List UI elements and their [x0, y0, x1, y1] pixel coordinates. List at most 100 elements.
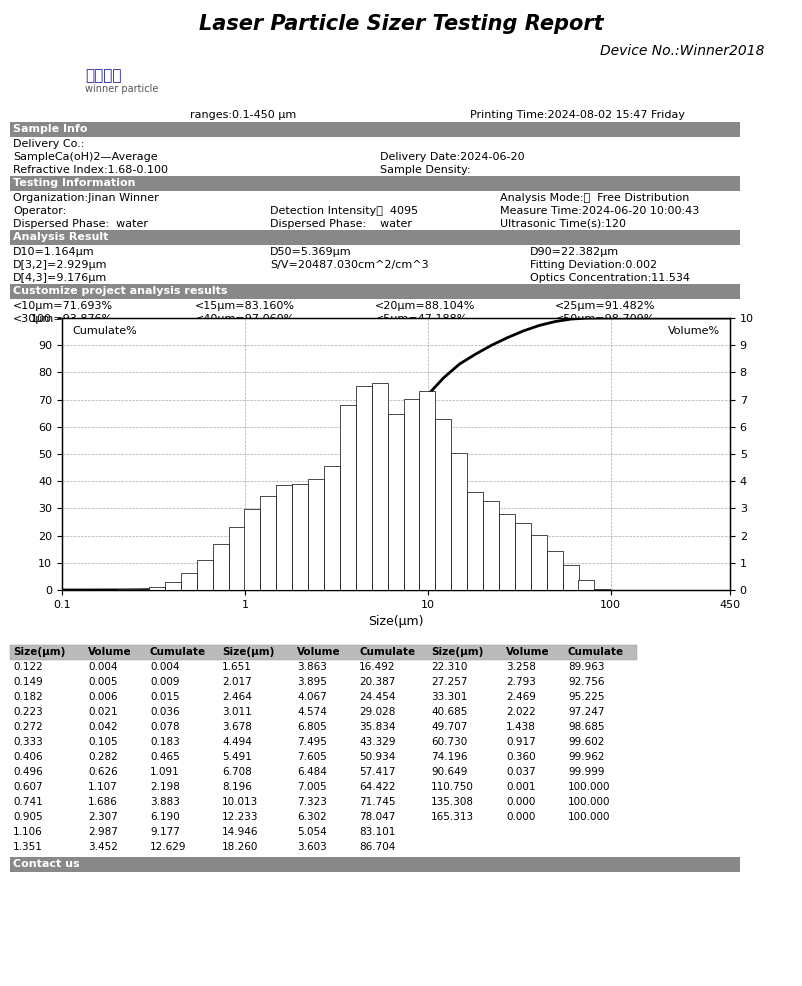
Text: 0.036: 0.036	[150, 707, 180, 717]
Text: 0.406: 0.406	[13, 752, 43, 762]
Text: 4.574: 4.574	[297, 707, 327, 717]
Text: 98.685: 98.685	[568, 722, 605, 732]
Text: Organization:Jinan Winner: Organization:Jinan Winner	[13, 193, 159, 203]
Text: 0.333: 0.333	[13, 737, 43, 747]
Text: 100.000: 100.000	[568, 782, 610, 792]
Text: <50μm=98.709%: <50μm=98.709%	[555, 314, 655, 324]
Bar	[371, 384, 387, 590]
Text: 10.013: 10.013	[222, 797, 258, 807]
Text: Size(μm): Size(μm)	[431, 647, 484, 657]
Text: 0.037: 0.037	[506, 767, 536, 777]
Text: 7.323: 7.323	[297, 797, 327, 807]
Text: 40.685: 40.685	[431, 707, 468, 717]
Text: 2.022: 2.022	[506, 707, 536, 717]
Text: Delivery Co.:: Delivery Co.:	[13, 139, 84, 149]
Text: 12.233: 12.233	[222, 812, 258, 822]
Text: 71.745: 71.745	[359, 797, 395, 807]
Text: 5.491: 5.491	[222, 752, 252, 762]
Bar	[149, 587, 165, 590]
Text: 3.452: 3.452	[88, 842, 118, 852]
Text: S/V=20487.030cm^2/cm^3: S/V=20487.030cm^2/cm^3	[270, 260, 428, 270]
Bar	[356, 387, 372, 590]
Bar	[10, 176, 740, 191]
Text: 12.629: 12.629	[150, 842, 187, 852]
Text: Detection Intensity：  4095: Detection Intensity： 4095	[270, 206, 418, 216]
Bar	[531, 535, 547, 590]
Bar	[483, 502, 499, 590]
Text: 110.750: 110.750	[431, 782, 474, 792]
Text: 0.360: 0.360	[506, 752, 536, 762]
Bar	[452, 453, 468, 590]
Text: 99.999: 99.999	[568, 767, 605, 777]
Text: 0.005: 0.005	[88, 677, 118, 687]
Text: 6.484: 6.484	[297, 767, 327, 777]
Text: 2.017: 2.017	[222, 677, 252, 687]
Text: 99.962: 99.962	[568, 752, 605, 762]
Text: 99.602: 99.602	[568, 737, 605, 747]
Text: Cumulate: Cumulate	[150, 647, 206, 657]
Text: Fitting Deviation:0.002: Fitting Deviation:0.002	[530, 260, 657, 270]
Text: 2.464: 2.464	[222, 692, 252, 702]
Text: Testing Information: Testing Information	[13, 178, 136, 188]
Text: 22.310: 22.310	[431, 662, 468, 672]
Bar	[594, 589, 610, 590]
Text: 86.704: 86.704	[359, 842, 395, 852]
Bar	[10, 122, 740, 137]
Text: D10=1.164μm: D10=1.164μm	[13, 247, 95, 257]
Text: 0.149: 0.149	[13, 677, 43, 687]
Text: 0.009: 0.009	[150, 677, 180, 687]
Text: 2.793: 2.793	[506, 677, 536, 687]
Text: 83.101: 83.101	[359, 827, 395, 837]
Text: 0.004: 0.004	[150, 662, 180, 672]
X-axis label: Size(μm): Size(μm)	[368, 615, 423, 628]
Text: 7.605: 7.605	[297, 752, 326, 762]
Text: Printing Time:2024-08-02 15:47 Friday: Printing Time:2024-08-02 15:47 Friday	[470, 110, 685, 120]
Text: winner particle: winner particle	[85, 84, 158, 94]
Text: <10μm=71.693%: <10μm=71.693%	[13, 301, 113, 311]
Text: 3.678: 3.678	[222, 722, 252, 732]
Text: Customize project analysis results: Customize project analysis results	[13, 286, 228, 296]
Text: 0.015: 0.015	[150, 692, 180, 702]
Text: Dispersed Phase:    water: Dispersed Phase: water	[270, 219, 412, 229]
Text: Volume: Volume	[297, 647, 341, 657]
Text: 0.741: 0.741	[13, 797, 43, 807]
Bar	[387, 414, 403, 590]
Text: Size(μm): Size(μm)	[13, 647, 66, 657]
Text: 20.387: 20.387	[359, 677, 395, 687]
Text: 0.626: 0.626	[88, 767, 118, 777]
Bar	[196, 560, 213, 590]
Text: <15μm=83.160%: <15μm=83.160%	[195, 301, 295, 311]
Text: D50=5.369μm: D50=5.369μm	[270, 247, 351, 257]
Bar	[10, 284, 740, 299]
Text: 16.492: 16.492	[359, 662, 395, 672]
Text: 57.417: 57.417	[359, 767, 395, 777]
Text: Analysis Mode:：  Free Distribution: Analysis Mode:： Free Distribution	[500, 193, 690, 203]
Bar	[180, 573, 196, 590]
Bar	[261, 496, 277, 590]
Text: 1.351: 1.351	[13, 842, 43, 852]
Bar	[276, 485, 292, 590]
Text: D90=22.382μm: D90=22.382μm	[530, 247, 619, 257]
Text: Measure Time:2024-06-20 10:00:43: Measure Time:2024-06-20 10:00:43	[500, 206, 699, 216]
Bar	[467, 492, 483, 590]
Text: Analysis Result: Analysis Result	[13, 232, 108, 242]
Text: 4.494: 4.494	[222, 737, 252, 747]
Text: 0.905: 0.905	[13, 812, 43, 822]
Bar	[213, 544, 229, 590]
Bar	[515, 523, 531, 590]
Text: 100.000: 100.000	[568, 812, 610, 822]
Bar	[165, 583, 180, 590]
Text: 78.047: 78.047	[359, 812, 395, 822]
Text: Device No.:Winner2018: Device No.:Winner2018	[600, 44, 764, 58]
Text: 4.067: 4.067	[297, 692, 326, 702]
Text: 9.177: 9.177	[150, 827, 180, 837]
Text: D[3,2]=2.929μm: D[3,2]=2.929μm	[13, 260, 107, 270]
Text: 2.307: 2.307	[88, 812, 118, 822]
Bar	[292, 484, 308, 590]
Text: <20μm=88.104%: <20μm=88.104%	[375, 301, 476, 311]
Text: 0.004: 0.004	[88, 662, 118, 672]
Text: 35.834: 35.834	[359, 722, 395, 732]
Text: 1.107: 1.107	[88, 782, 118, 792]
Text: 24.454: 24.454	[359, 692, 395, 702]
Bar	[229, 528, 245, 590]
